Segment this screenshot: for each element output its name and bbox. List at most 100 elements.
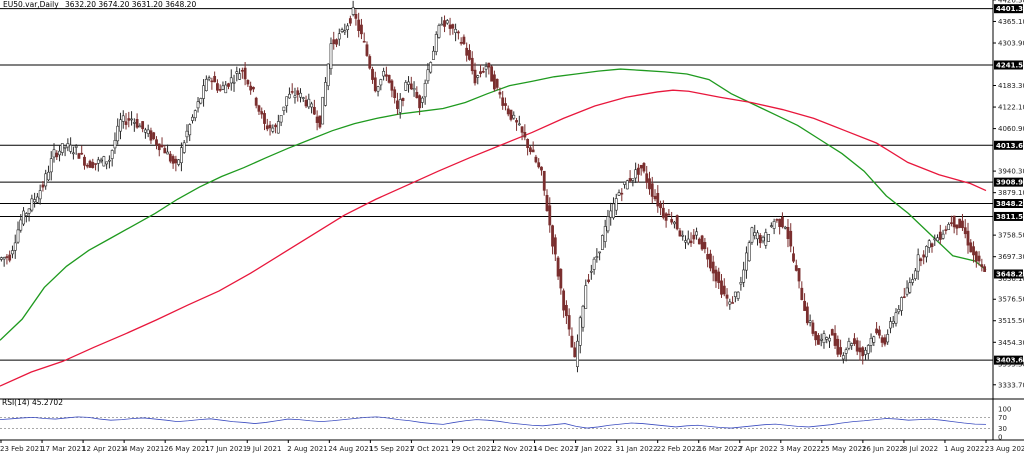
level-label-bg	[994, 211, 1023, 221]
candle-body	[71, 152, 75, 155]
candle-body	[373, 77, 377, 92]
candle-body	[279, 115, 283, 123]
candle-body	[706, 254, 710, 260]
candle-body	[506, 108, 510, 115]
candle-body	[157, 143, 161, 151]
candle-body	[470, 57, 474, 72]
candle-body	[614, 198, 618, 211]
candle-body	[949, 222, 953, 224]
date-tick-label: 8 Jul 2022	[903, 445, 938, 453]
candle-body	[902, 296, 906, 298]
candle-body	[58, 150, 61, 156]
candle-body	[44, 173, 48, 187]
candle-body	[74, 145, 78, 148]
candle-body	[908, 282, 912, 293]
candle-body	[96, 159, 100, 164]
candle-body	[348, 18, 352, 24]
candle-body	[404, 82, 408, 91]
candle-body	[80, 152, 84, 155]
candle-body	[398, 99, 402, 113]
candle-body	[792, 253, 795, 262]
candle-body	[52, 149, 56, 158]
candle-body	[94, 163, 97, 165]
candle-body	[218, 89, 222, 91]
candle-body	[612, 203, 615, 219]
candle-body	[656, 193, 660, 207]
candle-body	[936, 237, 939, 242]
date-tick-label: 7 Jan 2022	[575, 445, 613, 453]
candle-body	[324, 82, 327, 106]
candle-body	[434, 34, 438, 52]
candle-body	[645, 173, 649, 183]
candle-body	[661, 207, 665, 218]
candle-body	[462, 36, 466, 44]
date-tick-label: 7 Oct 2021	[410, 445, 449, 453]
candle-body	[310, 103, 313, 108]
candle-body	[110, 150, 114, 159]
candle-body	[13, 242, 17, 251]
candle-body	[504, 103, 507, 106]
candle-body	[91, 162, 95, 168]
candle-body	[551, 225, 554, 247]
date-tick-label: 25 May 2022	[821, 445, 867, 453]
candle-body	[952, 215, 956, 228]
level-label: 4401.35	[996, 5, 1024, 13]
candle-body	[390, 80, 394, 91]
candle-body	[653, 195, 657, 200]
price-tick-label: 3515.50	[998, 317, 1024, 325]
candle-body	[116, 125, 120, 142]
level-label-bg	[994, 140, 1023, 150]
candle-body	[459, 42, 463, 44]
candle-body	[589, 270, 593, 273]
candle-body	[49, 158, 53, 173]
level-label: 3403.63	[996, 357, 1024, 365]
candle-body	[207, 77, 211, 80]
candle-body	[794, 265, 798, 271]
candle-body	[570, 335, 574, 348]
candle-body	[520, 126, 524, 133]
candle-body	[584, 285, 588, 309]
price-tick-label: 4303.90	[998, 40, 1024, 48]
candle-body	[709, 253, 712, 269]
candle-body	[227, 83, 230, 87]
candle-body	[894, 312, 898, 324]
candle-body	[573, 347, 577, 358]
candle-body	[542, 170, 546, 191]
candle-body	[783, 226, 787, 229]
price-tick-label: 3636.10	[998, 275, 1024, 283]
candle-body	[188, 124, 192, 136]
level-label-bg	[994, 60, 1023, 70]
candle-body	[955, 224, 959, 229]
candle-body	[911, 279, 915, 283]
level-label: 3811.54	[996, 213, 1024, 221]
candle-body	[27, 208, 31, 214]
candle-body	[85, 164, 89, 167]
candle-body	[456, 31, 460, 34]
candle-body	[304, 99, 308, 107]
price-tick-label: 3758.50	[998, 232, 1024, 240]
candle-body	[567, 315, 571, 330]
candle-body	[855, 340, 859, 352]
candle-body	[379, 79, 383, 86]
candle-body	[19, 219, 23, 231]
candle-body	[947, 224, 951, 230]
candle-body	[337, 33, 341, 40]
candle-body	[800, 287, 804, 301]
price-axis: 4426.30 4365.10 4303.90 4183.30 4122.10 4060.…	[0, 0, 1024, 440]
candle-body	[362, 40, 366, 43]
candle-body	[0, 257, 3, 260]
candle-body	[213, 75, 217, 83]
rsi-label: RSI(14) 45.2702	[2, 398, 63, 407]
candle-body	[639, 164, 643, 169]
candle-body	[578, 317, 582, 346]
candle-body	[728, 301, 732, 305]
ma-long-line	[0, 89, 987, 387]
candle-body	[564, 304, 568, 317]
candle-body	[312, 106, 316, 115]
rsi-line	[0, 416, 987, 429]
candle-body	[221, 85, 225, 90]
candle-body	[55, 152, 59, 158]
date-tick-label: 15 Sep 2021	[369, 445, 413, 453]
